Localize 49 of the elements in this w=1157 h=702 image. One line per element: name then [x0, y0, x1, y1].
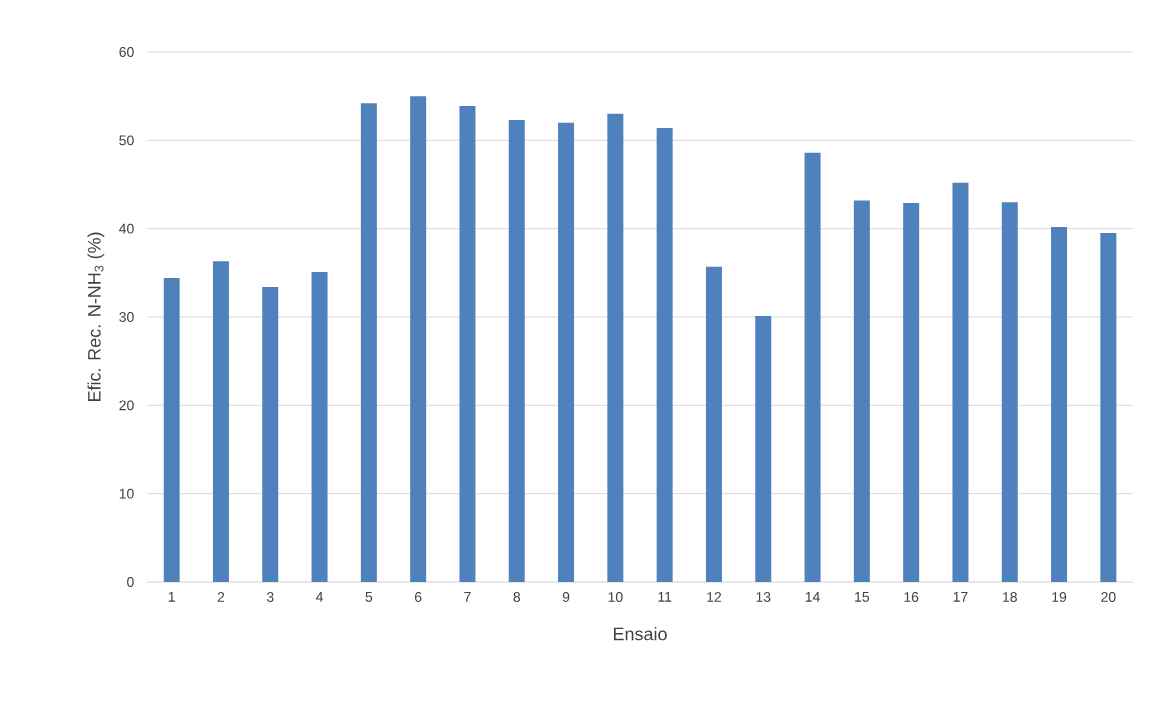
bar: [755, 316, 772, 582]
x-tick-label: 6: [414, 592, 422, 602]
x-tick-label: 16: [904, 592, 919, 602]
y-tick-label: 40: [119, 223, 134, 234]
bar: [952, 182, 969, 582]
y-tick-label: 30: [119, 312, 134, 322]
bar: [262, 286, 279, 582]
bar: [607, 113, 624, 582]
bar: [558, 122, 575, 582]
x-tick-label: 4: [315, 592, 324, 602]
bar: [705, 266, 722, 582]
x-tick-label: 18: [1003, 592, 1017, 602]
x-tick-label: 10: [608, 592, 623, 602]
bar: [508, 120, 525, 582]
x-tick-label: 12: [707, 592, 722, 602]
x-tick-label: 11: [658, 592, 672, 602]
x-tick-label: 8: [513, 592, 521, 602]
bar: [410, 96, 427, 582]
bar: [1051, 226, 1068, 582]
x-tick-label: 1: [168, 592, 175, 602]
bar: [656, 127, 673, 582]
x-tick-label: 17: [953, 592, 968, 602]
x-tick-label: 15: [855, 592, 870, 602]
x-tick-label: 9: [562, 592, 570, 602]
bar: [163, 278, 180, 582]
bar: [459, 105, 476, 582]
x-tick-label: 3: [266, 592, 274, 602]
bar: [804, 152, 821, 582]
x-tick-label: 2: [217, 592, 225, 602]
bar: [212, 261, 229, 582]
bar: [311, 271, 328, 582]
y-tick-label: 0: [127, 577, 134, 587]
x-tick-label: 5: [365, 592, 373, 602]
bar: [1001, 202, 1018, 582]
y-axis-title: Efic. Rec. N-NH$_{3}$ (%): [87, 232, 105, 402]
y-tick-label: 50: [119, 135, 134, 146]
bar: [853, 200, 870, 582]
bar: [1100, 233, 1117, 582]
x-axis-title: Ensaio: [613, 627, 667, 641]
bar: [903, 203, 920, 582]
x-tick-label: 19: [1052, 592, 1067, 602]
bar: [360, 103, 377, 582]
y-tick-label: 60: [119, 47, 134, 57]
x-tick-label: 20: [1101, 592, 1116, 602]
x-tick-label: 7: [464, 592, 471, 602]
x-tick-label: 13: [756, 592, 771, 602]
x-tick-label: 14: [805, 592, 820, 602]
y-tick-label: 20: [119, 400, 134, 411]
y-tick-label: 10: [119, 488, 134, 499]
